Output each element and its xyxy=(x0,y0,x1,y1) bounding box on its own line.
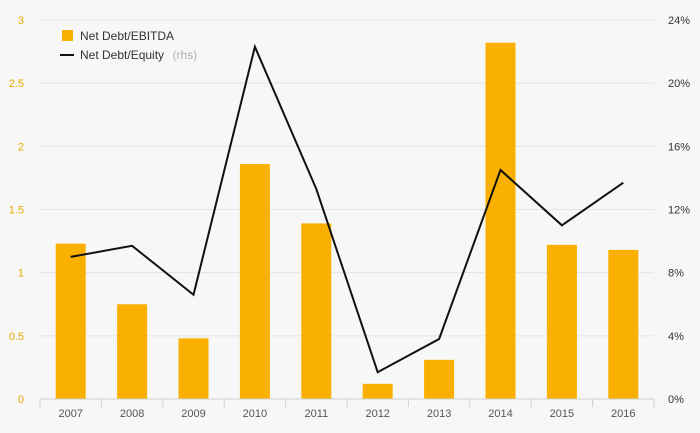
bar-2013 xyxy=(424,359,455,399)
y-right-tick-label: 8% xyxy=(668,268,684,280)
x-tick-label: 2007 xyxy=(58,408,82,420)
x-tick-label: 2011 xyxy=(304,408,328,420)
x-tick-label: 2016 xyxy=(611,408,635,420)
y-right-tick-label: 0% xyxy=(668,394,684,406)
y-right-tick-label: 20% xyxy=(668,78,690,90)
line-net-debt-equity xyxy=(70,43,624,374)
y-left-tick-label: 2 xyxy=(18,141,24,153)
line-series xyxy=(70,43,624,374)
y-left-tick-label: 0.5 xyxy=(9,331,24,343)
x-tick-label: 2010 xyxy=(243,408,267,420)
legend-bar-swatch xyxy=(62,30,73,41)
legend-bar-label: Net Debt/EBITDA xyxy=(80,29,174,43)
bar-2009 xyxy=(178,338,209,399)
axes: 0 0% 0.5 4% 1 8% 1.5 12% 2 16% 2.5 20% 3 24% 2007 2008 2… xyxy=(9,15,691,420)
bar-2007 xyxy=(55,243,86,399)
bar-2010 xyxy=(239,164,270,399)
x-tick-label: 2008 xyxy=(120,408,144,420)
y-right-tick-label: 16% xyxy=(668,141,690,153)
legend-line-note: (rhs) xyxy=(173,48,198,62)
y-left-tick-label: 3 xyxy=(18,15,24,27)
bar-2016 xyxy=(608,249,639,399)
x-tick-label: 2009 xyxy=(181,408,205,420)
x-tick-label: 2012 xyxy=(365,408,389,420)
bar-2012 xyxy=(362,383,393,399)
x-tick-label: 2014 xyxy=(488,408,512,420)
y-right-tick-label: 24% xyxy=(668,15,690,27)
legend: Net Debt/EBITDA Net Debt/Equity (rhs) xyxy=(60,29,197,63)
bar-series xyxy=(55,42,639,400)
legend-line-text: Net Debt/Equity (rhs) xyxy=(80,46,197,63)
bar-2011 xyxy=(301,223,332,399)
y-right-tick-label: 4% xyxy=(668,331,684,343)
y-left-tick-label: 1 xyxy=(18,268,24,280)
bar-2014 xyxy=(485,42,516,400)
y-left-tick-label: 1.5 xyxy=(9,205,24,217)
x-tick-label: 2013 xyxy=(427,408,451,420)
legend-line-label: Net Debt/Equity xyxy=(80,48,164,62)
y-left-tick-label: 0 xyxy=(18,394,24,406)
y-left-tick-label: 2.5 xyxy=(9,78,24,90)
bar-2008 xyxy=(117,304,148,399)
y-right-tick-label: 12% xyxy=(668,205,690,217)
bar-2015 xyxy=(546,244,577,399)
x-tick-label: 2015 xyxy=(550,408,574,420)
